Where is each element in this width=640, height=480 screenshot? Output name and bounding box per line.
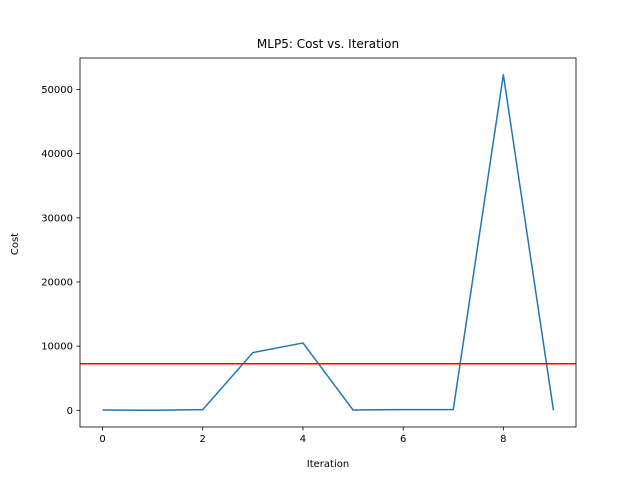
y-tick-label: 10000	[41, 342, 73, 353]
y-axis-label: Cost	[10, 233, 21, 255]
x-tick-label: 2	[200, 434, 206, 445]
x-axis: 0 2 4 6 8	[99, 427, 507, 445]
y-tick-label: 20000	[41, 277, 73, 288]
x-axis-label: Iteration	[307, 459, 349, 470]
y-tick-label: 50000	[41, 85, 73, 96]
plot-frame	[79, 57, 577, 428]
x-tick-label: 4	[300, 434, 306, 445]
chart-title: MLP5: Cost vs. Iteration	[257, 37, 399, 51]
y-axis: 0 10000 20000 30000 40000 50000	[41, 85, 80, 417]
series-line-0	[102, 73, 555, 412]
y-tick-label: 40000	[41, 149, 73, 160]
x-tick-label: 6	[400, 434, 406, 445]
plot-area	[80, 73, 576, 412]
x-tick-label: 8	[500, 434, 506, 445]
x-tick-label: 0	[99, 434, 105, 445]
y-tick-label: 0	[67, 406, 73, 417]
y-tick-label: 30000	[41, 213, 73, 224]
